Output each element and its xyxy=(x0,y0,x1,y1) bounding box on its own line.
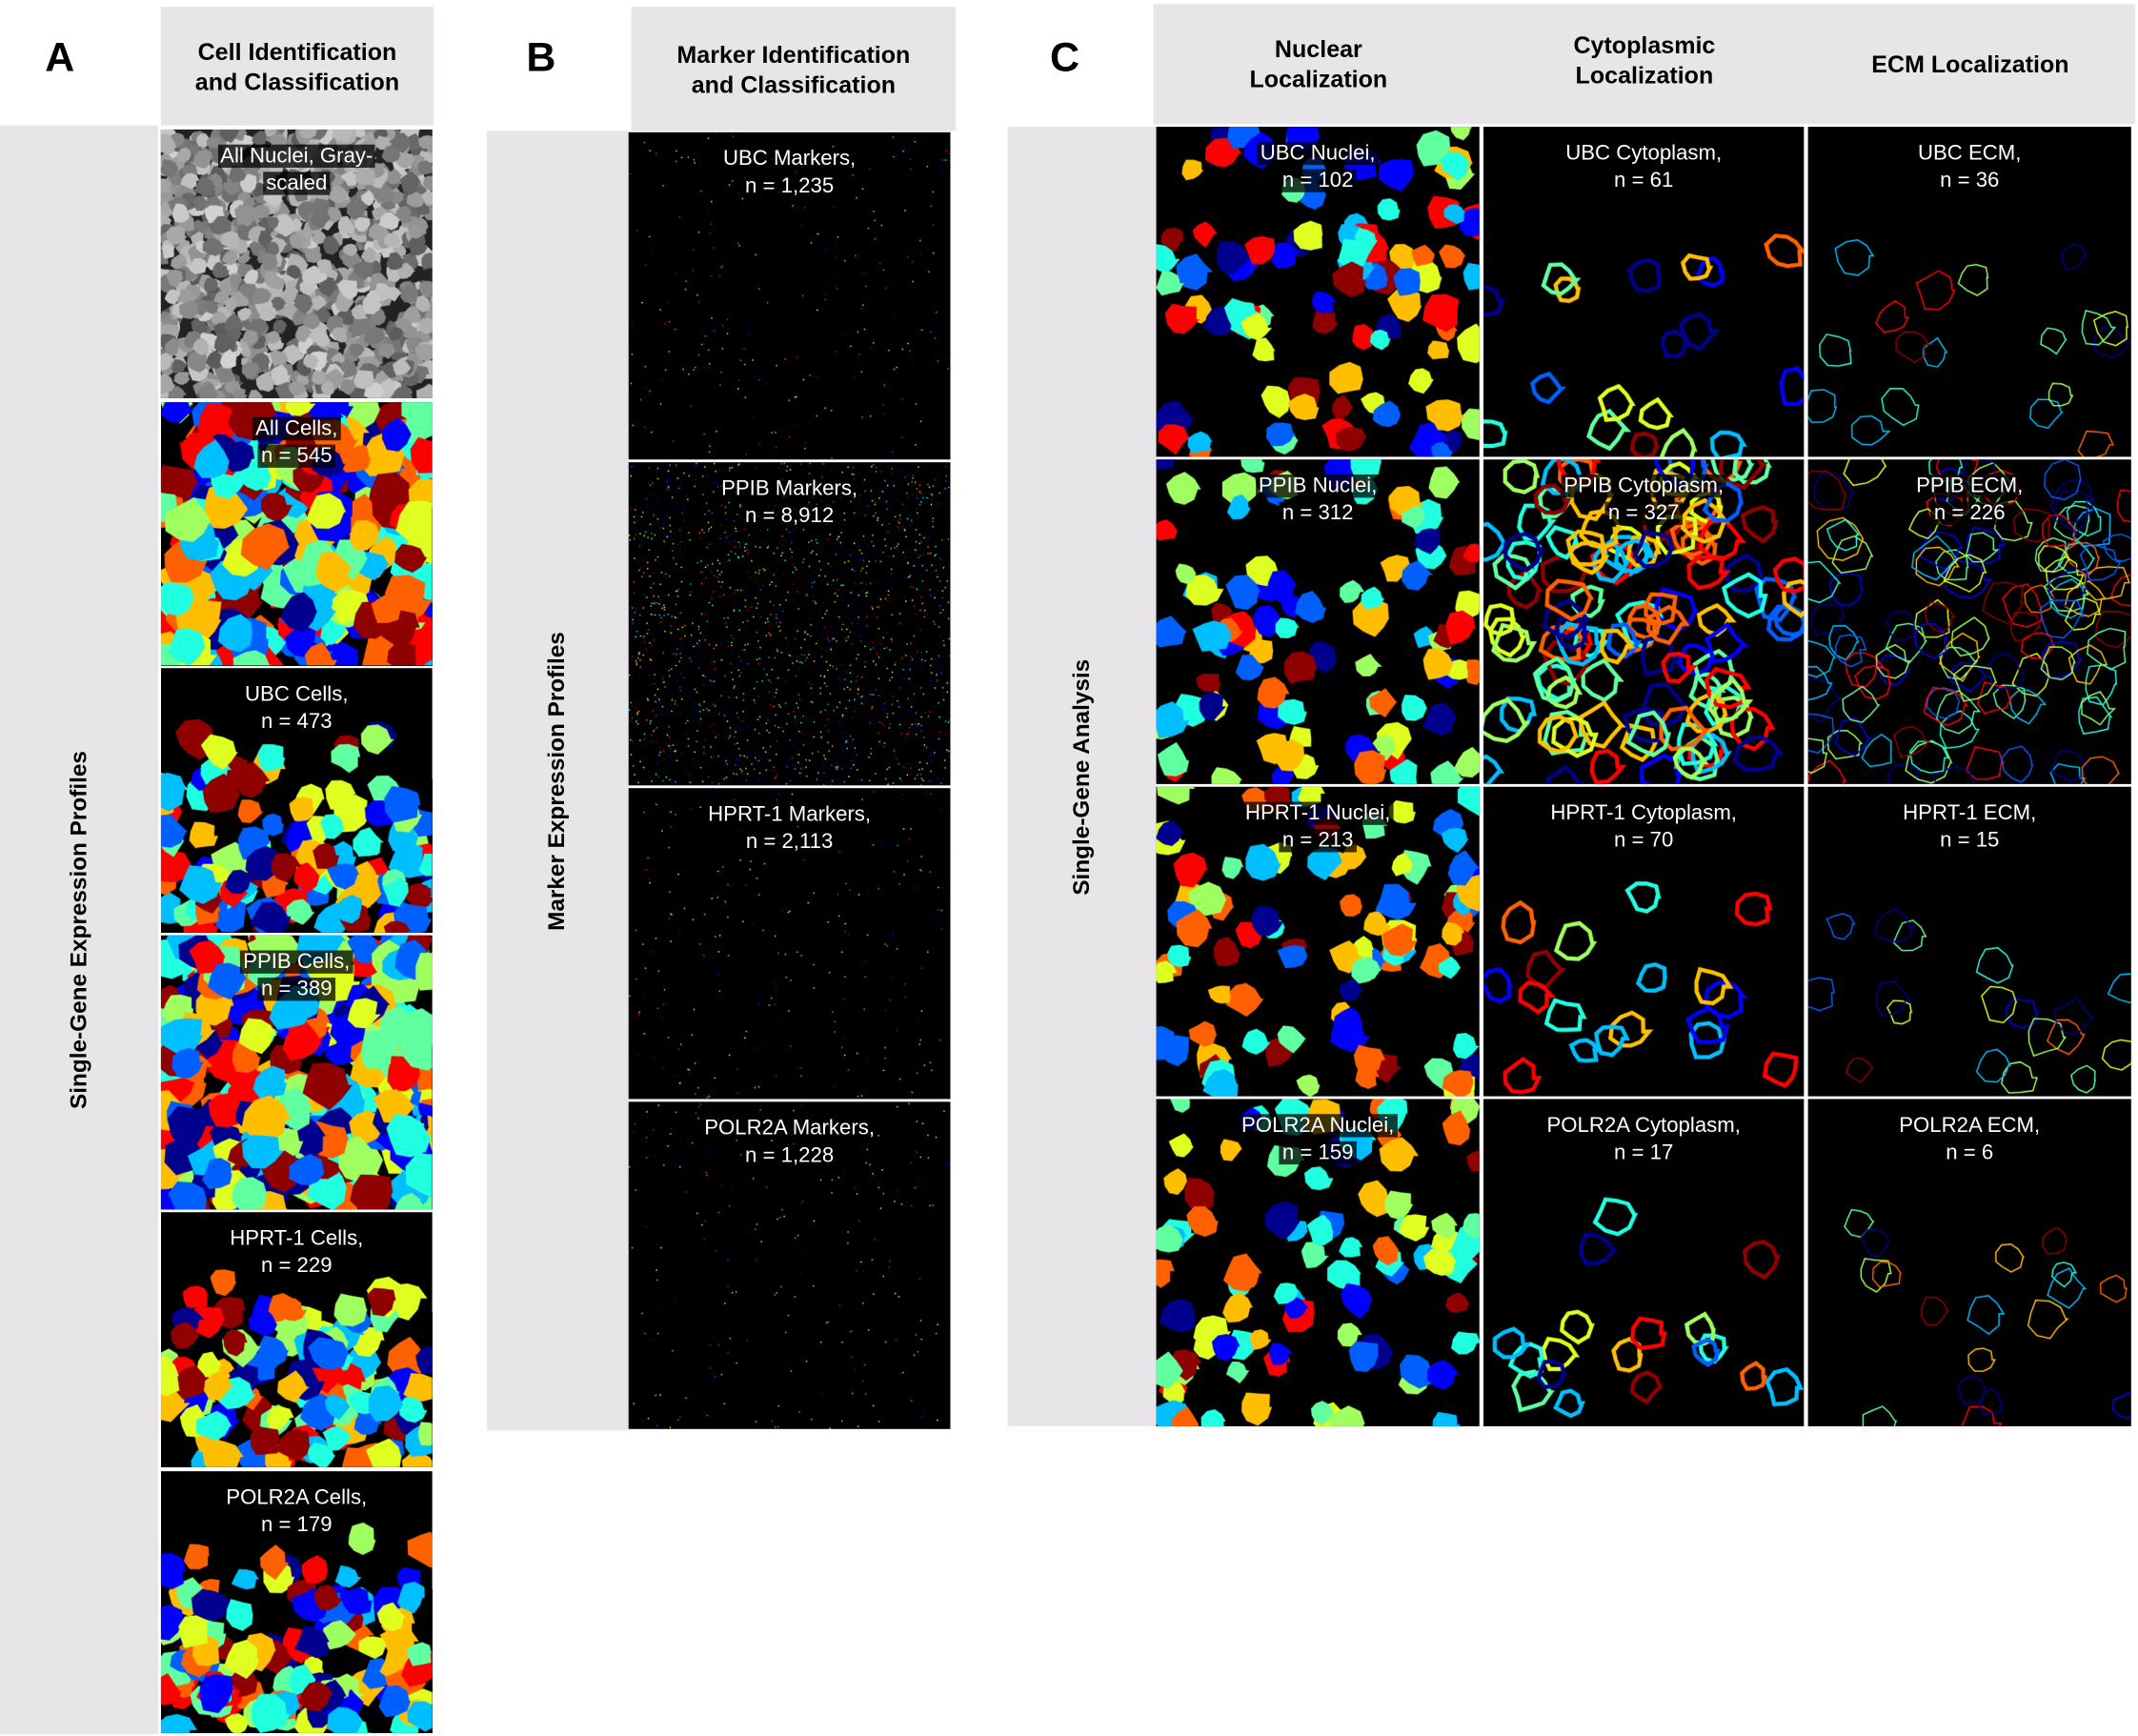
tile-label: UBC Nuclei, n = 102 xyxy=(1157,140,1480,194)
panel-c-tile: HPRT-1 Nuclei, n = 213 xyxy=(1156,786,1480,1097)
tile-label: POLR2A ECM, n = 6 xyxy=(1808,1113,2131,1167)
panel-b-tile: HPRT-1 Markers, n = 2,113 xyxy=(628,788,951,1100)
panel-a-tile: PPIB Cells, n = 389 xyxy=(160,935,433,1210)
panel-b-tile: POLR2A Markers, n = 1,228 xyxy=(628,1101,951,1429)
panel-c-tile: UBC Nuclei, n = 102 xyxy=(1156,127,1480,457)
header-line: and Classification xyxy=(194,67,400,95)
panel-b-tile: UBC Markers, n = 1,235 xyxy=(628,131,951,460)
panel-c-tile: POLR2A Cytoplasm, n = 17 xyxy=(1483,1099,1805,1426)
panel-a-letter: A xyxy=(45,35,75,81)
panel-c-header xyxy=(1153,4,2136,125)
tile-label: HPRT-1 Markers, n = 2,113 xyxy=(629,801,951,856)
panel-c-tile: UBC Cytoplasm, n = 61 xyxy=(1483,127,1805,457)
tile-label: HPRT-1 ECM, n = 15 xyxy=(1808,800,2131,855)
panel-c-tile: PPIB Nuclei, n = 312 xyxy=(1156,459,1480,784)
panel-b-letter: B xyxy=(526,35,556,81)
tile-label: POLR2A Nuclei, n = 159 xyxy=(1157,1113,1480,1167)
tile-label: POLR2A Cells, n = 179 xyxy=(161,1484,433,1539)
panel-a-tile: HPRT-1 Cells, n = 229 xyxy=(160,1212,433,1467)
tile-label: UBC Markers, n = 1,235 xyxy=(629,146,951,200)
panel-c-tile: PPIB Cytoplasm, n = 327 xyxy=(1483,459,1805,784)
side-label: Marker Expression Profiles xyxy=(544,631,571,931)
tile-label: UBC Cytoplasm, n = 61 xyxy=(1483,140,1804,194)
tile-label: HPRT-1 Cytoplasm, n = 70 xyxy=(1483,800,1804,855)
side-label: Single-Gene Analysis xyxy=(1068,658,1095,895)
panel-a-tile: All Cells, n = 545 xyxy=(160,402,433,666)
tile-label: UBC Cells, n = 473 xyxy=(161,682,433,737)
tile-label: All Cells, n = 545 xyxy=(161,415,433,470)
side-label: Single-Gene Expression Profiles xyxy=(65,751,91,1109)
header-line: Cell Identification xyxy=(197,37,397,65)
tile-label: PPIB ECM, n = 226 xyxy=(1808,474,2131,528)
tile-label: PPIB Cytoplasm, n = 327 xyxy=(1483,474,1804,528)
panel-a-tile: All Nuclei, Gray-scaled xyxy=(160,129,433,398)
tile-label: PPIB Cells, n = 389 xyxy=(161,949,433,1003)
tile-label: HPRT-1 Cells, n = 229 xyxy=(161,1226,433,1281)
panel-a-tile: UBC Cells, n = 473 xyxy=(160,668,433,933)
panel-c-tile: POLR2A ECM, n = 6 xyxy=(1807,1099,2131,1426)
tile-label: PPIB Nuclei, n = 312 xyxy=(1157,474,1480,528)
column-header-cytoplasmic: Cytoplasmic Localization xyxy=(1573,30,1716,90)
panel-b-header: Marker Identification and Classification xyxy=(631,7,957,131)
tile-label: HPRT-1 Nuclei, n = 213 xyxy=(1157,800,1480,855)
panel-b-tile: PPIB Markers, n = 8,912 xyxy=(628,462,951,786)
column-header-nuclear: Nuclear Localization xyxy=(1249,35,1388,93)
panel-c-tile: POLR2A Nuclei, n = 159 xyxy=(1156,1099,1480,1426)
panel-c-side: Single-Gene Analysis xyxy=(1007,127,1157,1426)
tile-label: POLR2A Markers, n = 1,228 xyxy=(629,1116,951,1170)
tile-label: UBC ECM, n = 36 xyxy=(1808,140,2131,194)
panel-c-tile: UBC ECM, n = 36 xyxy=(1807,127,2131,457)
panel-a-tile: POLR2A Cells, n = 179 xyxy=(160,1471,433,1733)
panel-c-tile: PPIB ECM, n = 226 xyxy=(1807,459,2131,784)
panel-a-header: Cell Identification and Classification xyxy=(160,7,434,126)
panel-c-tile: HPRT-1 Cytoplasm, n = 70 xyxy=(1483,786,1805,1097)
panel-a-side: Single-Gene Expression Profiles xyxy=(0,125,159,1735)
header-line: and Classification xyxy=(691,70,897,98)
tile-label: All Nuclei, Gray-scaled xyxy=(161,143,433,197)
header-line: Marker Identification xyxy=(676,40,911,68)
panel-c-tile: HPRT-1 ECM, n = 15 xyxy=(1807,786,2131,1097)
panel-b-side: Marker Expression Profiles xyxy=(486,131,629,1431)
column-header-ecm: ECM Localization xyxy=(1871,50,2069,78)
tile-label: PPIB Markers, n = 8,912 xyxy=(629,475,951,530)
panel-c-letter: C xyxy=(1049,35,1079,81)
tile-label: POLR2A Cytoplasm, n = 17 xyxy=(1483,1113,1804,1167)
